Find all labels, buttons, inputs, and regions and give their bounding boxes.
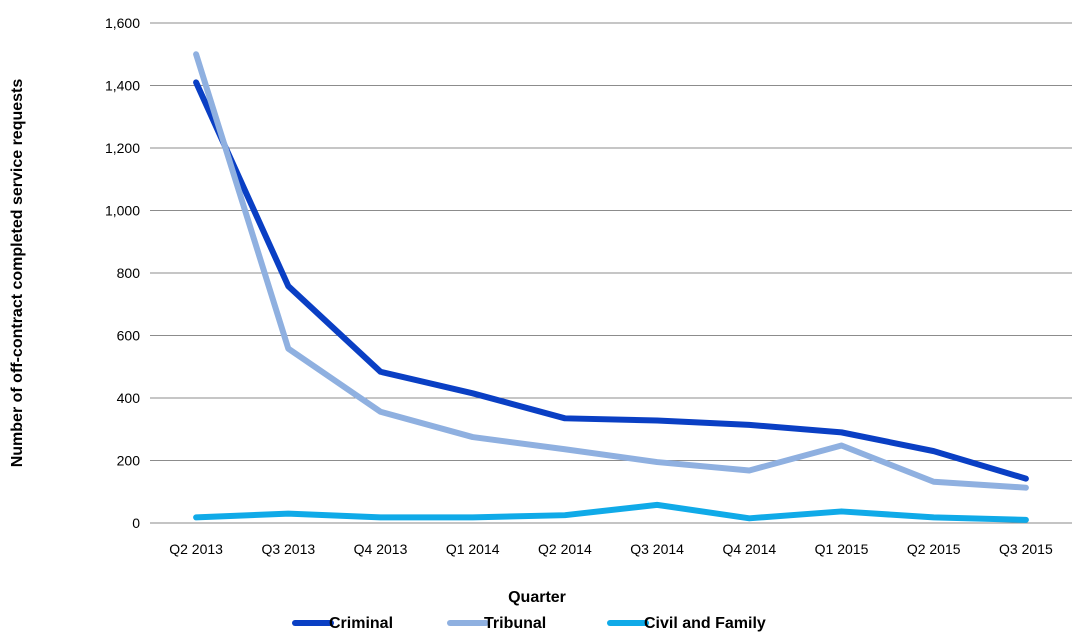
x-tick-label: Q2 2014 xyxy=(538,541,592,557)
y-axis-title: Number of off-contract completed service… xyxy=(9,79,26,468)
y-axis-ticks: 0 200 400 600 800 1,000 1,200 1,400 1,600 xyxy=(105,15,140,531)
series-line-criminal xyxy=(193,79,1029,482)
y-tick-label: 200 xyxy=(117,453,141,469)
y-tick-label: 1,400 xyxy=(105,78,140,94)
x-axis-title: Quarter xyxy=(508,589,566,606)
x-tick-label: Q2 2013 xyxy=(169,541,223,557)
y-tick-label: 1,600 xyxy=(105,15,140,31)
y-tick-label: 400 xyxy=(117,390,141,406)
legend-label-criminal: Criminal xyxy=(329,615,393,632)
x-axis-ticks: Q2 2013 Q3 2013 Q4 2013 Q1 2014 Q2 2014 Q3 20… xyxy=(169,541,1053,557)
x-tick-label: Q2 2015 xyxy=(907,541,961,557)
series-line-civil-and-family xyxy=(193,501,1029,523)
legend-label-civil-and-family: Civil and Family xyxy=(644,615,766,632)
y-tick-label: 1,000 xyxy=(105,203,140,219)
x-tick-label: Q4 2013 xyxy=(354,541,408,557)
x-tick-label: Q3 2014 xyxy=(630,541,684,557)
legend-label-tribunal: Tribunal xyxy=(484,615,546,632)
x-tick-label: Q1 2015 xyxy=(815,541,869,557)
y-tick-label: 1,200 xyxy=(105,140,140,156)
series-line-tribunal xyxy=(193,51,1029,491)
series-lines xyxy=(193,51,1029,523)
gridlines xyxy=(150,22,1072,461)
x-tick-label: Q3 2013 xyxy=(261,541,315,557)
y-tick-label: 800 xyxy=(117,265,141,281)
legend: Criminal Tribunal Civil and Family xyxy=(292,615,766,632)
x-tick-label: Q4 2014 xyxy=(722,541,776,557)
y-tick-label: 600 xyxy=(117,328,141,344)
x-tick-label: Q1 2014 xyxy=(446,541,500,557)
y-tick-label: 0 xyxy=(132,515,140,531)
x-tick-label: Q3 2015 xyxy=(999,541,1053,557)
